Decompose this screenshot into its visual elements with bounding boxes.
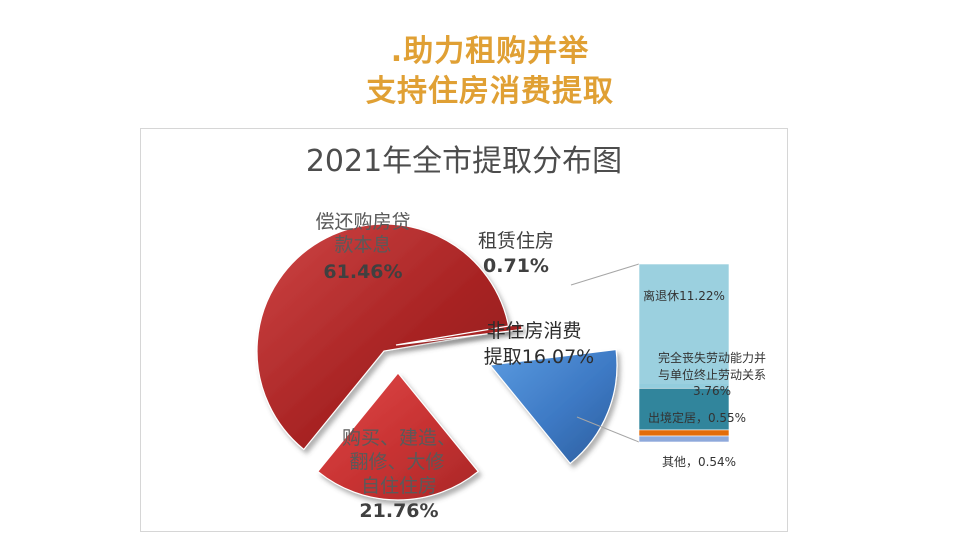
breakdown-label-2: 出境定居，0.55% bbox=[648, 410, 746, 425]
slice-label-0-line-0: 偿还购房贷 bbox=[315, 211, 410, 233]
connector-line-bottom bbox=[576, 416, 640, 443]
breakdown-label-1-line-1: 与单位终止劳动关系 bbox=[658, 367, 766, 382]
connector-line-top bbox=[570, 263, 640, 286]
breakdown-segment-1 bbox=[638, 387, 730, 431]
breakdown-label-1-line-0: 完全丧失劳动能力并 bbox=[658, 350, 766, 365]
breakdown-label-3: 其他，0.54% bbox=[662, 455, 736, 469]
chart-title: 2021年全市提取分布图 bbox=[306, 144, 622, 179]
slice-label-3-line-2: 自住住房 bbox=[361, 475, 437, 497]
pie-slice-3 bbox=[316, 372, 480, 501]
breakdown-label-1-line-2: 3.76% bbox=[693, 384, 731, 398]
slide-title-line-1: .助力租购并举 bbox=[390, 34, 590, 69]
slice-label-1-line-0: 租赁住房 bbox=[478, 230, 554, 252]
slice-value-1: 0.71% bbox=[483, 255, 549, 277]
slice-value-3: 21.76% bbox=[359, 500, 438, 522]
slice-label-3-line-0: 购买、建造、 bbox=[342, 427, 456, 449]
pie-slice-0 bbox=[256, 223, 510, 451]
breakdown-highlight bbox=[639, 264, 729, 384]
slice-label-2-line-0: 非住房消费 bbox=[486, 320, 581, 342]
chart-area: 2021年全市提取分布图离退休11.22% 完全丧失劳动能力并 与单位终止劳动关系 3… bbox=[140, 128, 788, 532]
pie-slice-1 bbox=[395, 323, 523, 346]
slide-title-line-2: 支持住房消费提取 bbox=[366, 74, 614, 109]
slice-value-0: 61.46% bbox=[323, 261, 402, 283]
breakdown-segment-3 bbox=[638, 435, 730, 443]
pie-slice-2 bbox=[488, 348, 618, 465]
slice-label-2-line-1: 提取16.07% bbox=[484, 346, 594, 368]
slice-label-0-line-1: 款本息 bbox=[334, 234, 391, 256]
breakdown-segment-2 bbox=[638, 429, 730, 437]
slice-label-3-line-1: 翻修、大修 bbox=[349, 451, 444, 473]
breakdown-label-0: 离退休11.22% bbox=[643, 288, 725, 303]
